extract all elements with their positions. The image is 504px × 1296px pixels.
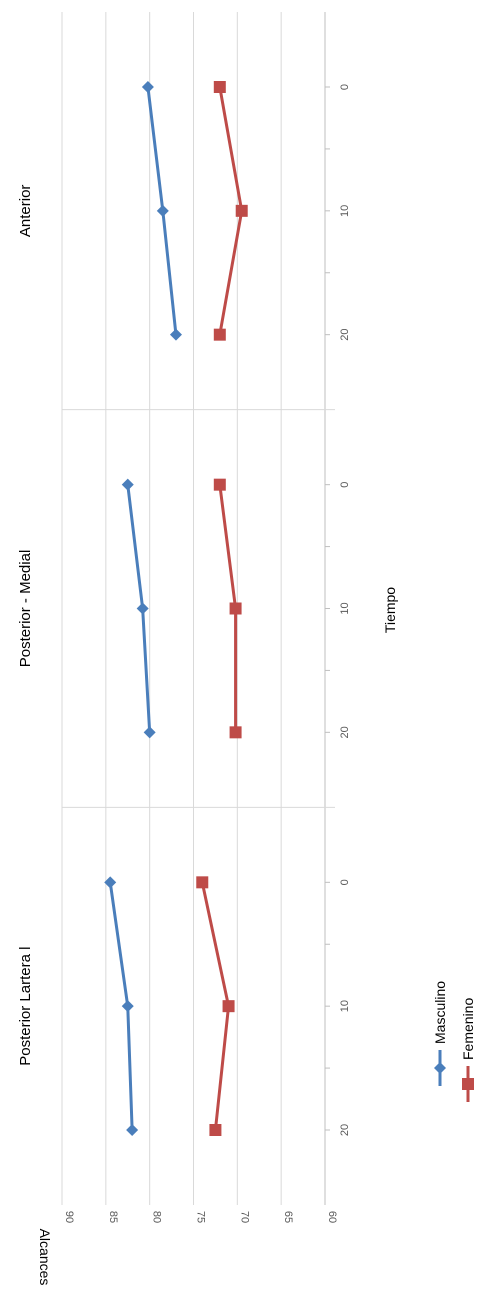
value-tick-label: 65	[282, 1211, 294, 1223]
femenino-point	[196, 876, 209, 889]
time-tick-label: 10	[339, 205, 351, 217]
legend-label: Masculino	[432, 981, 448, 1044]
femenino-point	[213, 328, 226, 341]
femenino-point	[229, 726, 242, 739]
time-tick-label: 20	[339, 329, 351, 341]
label-layer: 60 65 70 75 80 85 90 Anterior 0 10 20 Posterior - M…	[17, 84, 476, 1285]
value-tick-label: 90	[63, 1211, 75, 1223]
masculino-point	[121, 1000, 134, 1013]
time-tick-label: 10	[339, 1000, 351, 1012]
value-tick-label: 70	[238, 1211, 250, 1223]
grid-layer	[61, 12, 326, 1205]
masculino-point	[121, 478, 134, 491]
value-tick-label: 80	[151, 1211, 163, 1223]
femenino-point	[462, 1078, 474, 1090]
masculino-point	[126, 1124, 139, 1136]
femenino-point	[229, 602, 242, 615]
panel-title: Posterior Lartera l	[17, 947, 34, 1066]
time-tick-label: 10	[339, 602, 351, 614]
time-tick-label: 0	[339, 84, 351, 90]
masculino-point	[169, 328, 182, 341]
femenino-point	[235, 204, 248, 217]
femenino-point	[213, 478, 226, 491]
masculino-point	[104, 876, 117, 889]
masculino-point	[434, 1062, 446, 1074]
legend-label: Femenino	[460, 998, 476, 1060]
time-tick-label: 20	[339, 726, 351, 738]
femenino-point	[213, 81, 226, 93]
x-axis-title: Tiempo	[382, 587, 398, 633]
value-tick-label: 85	[107, 1211, 119, 1223]
panel-title: Posterior - Medial	[17, 550, 34, 668]
value-tick-label: 60	[326, 1211, 338, 1223]
femenino-point	[222, 1000, 235, 1013]
masculino-point	[156, 204, 169, 217]
y-axis-title: Alcances	[37, 1229, 53, 1286]
time-tick-label: 0	[339, 482, 351, 488]
value-tick-label: 75	[195, 1211, 207, 1223]
time-tick-label: 20	[339, 1124, 351, 1136]
panel-title: Anterior	[17, 185, 34, 238]
masculino-point	[141, 81, 154, 93]
time-tick-label: 0	[339, 879, 351, 885]
axis-layer	[62, 12, 335, 1205]
femenino-point	[209, 1124, 222, 1136]
masculino-point	[136, 602, 149, 615]
series-layer	[104, 81, 248, 1136]
masculino-point	[143, 726, 156, 739]
